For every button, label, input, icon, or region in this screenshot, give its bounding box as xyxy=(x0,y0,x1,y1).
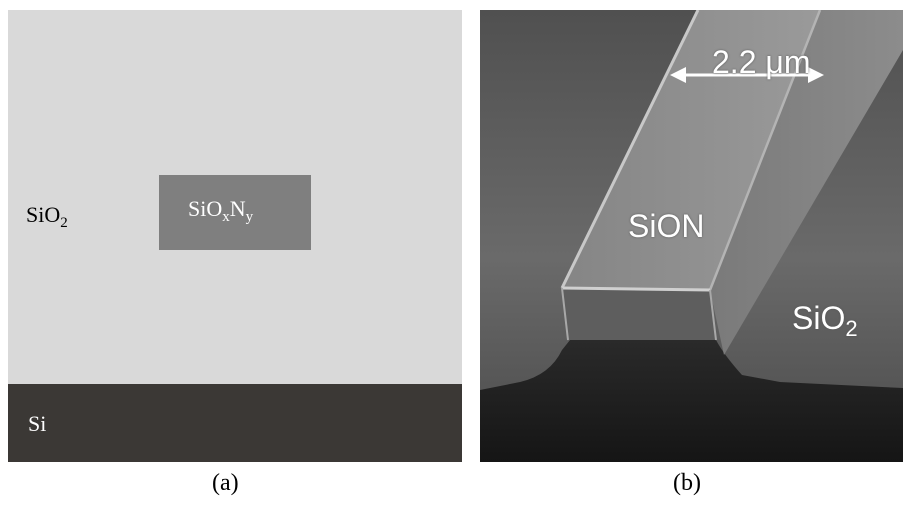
sem-waveguide-facet xyxy=(562,288,716,340)
caption-a: (a) xyxy=(212,470,239,496)
sem-edge-vertical xyxy=(561,287,717,341)
waveguide-width-label: 2.2 μm xyxy=(712,44,811,80)
sio2-label: SiO2 xyxy=(792,300,858,341)
width-arrow-right-head xyxy=(808,67,824,83)
core-label: SiOxNy xyxy=(188,196,254,225)
sion-core-label: SiON xyxy=(628,208,705,244)
cladding-label: SiO2 xyxy=(26,202,68,231)
sem-waveguide-top xyxy=(562,10,820,290)
substrate-label: Si xyxy=(28,411,47,436)
sem-edge-left xyxy=(560,10,700,289)
si-substrate-region xyxy=(8,384,462,462)
sem-waveguide-side xyxy=(710,10,903,355)
sem-edge-right xyxy=(708,10,822,291)
sem-image xyxy=(480,10,903,462)
width-arrow-left-head xyxy=(670,67,686,83)
sem-substrate xyxy=(480,340,903,462)
schematic-cross-section: SiO2 SiOxNy Si xyxy=(8,10,462,462)
sem-edge-front xyxy=(561,286,711,292)
sem-micrograph: 2.2 μm SiON SiO2 xyxy=(480,10,903,462)
caption-b: (b) xyxy=(673,470,701,496)
sioxny-core-region xyxy=(159,175,311,250)
